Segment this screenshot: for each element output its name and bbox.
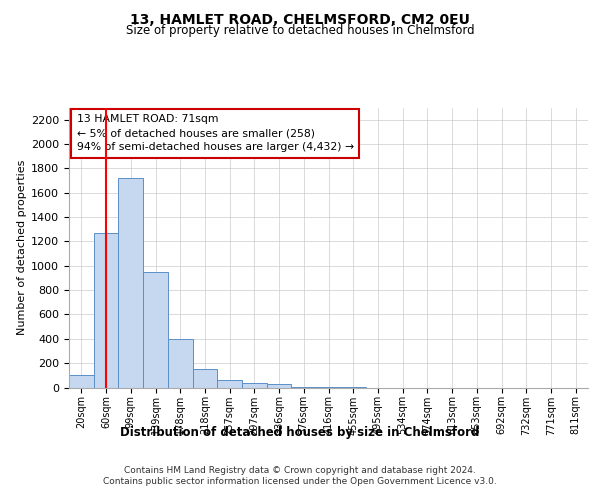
- Text: Size of property relative to detached houses in Chelmsford: Size of property relative to detached ho…: [125, 24, 475, 37]
- Bar: [292, 387, 316, 388]
- Bar: [69, 376, 94, 388]
- Bar: [267, 384, 292, 388]
- Text: Distribution of detached houses by size in Chelmsford: Distribution of detached houses by size …: [121, 426, 479, 439]
- Y-axis label: Number of detached properties: Number of detached properties: [17, 160, 27, 335]
- Bar: [168, 339, 193, 388]
- Text: Contains HM Land Registry data © Crown copyright and database right 2024.: Contains HM Land Registry data © Crown c…: [124, 466, 476, 475]
- Bar: [193, 369, 217, 388]
- Bar: [118, 178, 143, 388]
- Text: 13 HAMLET ROAD: 71sqm
← 5% of detached houses are smaller (258)
94% of semi-deta: 13 HAMLET ROAD: 71sqm ← 5% of detached h…: [77, 114, 354, 152]
- Text: 13, HAMLET ROAD, CHELMSFORD, CM2 0EU: 13, HAMLET ROAD, CHELMSFORD, CM2 0EU: [130, 12, 470, 26]
- Bar: [94, 233, 118, 388]
- Bar: [143, 272, 168, 388]
- Bar: [217, 380, 242, 388]
- Text: Contains public sector information licensed under the Open Government Licence v3: Contains public sector information licen…: [103, 477, 497, 486]
- Bar: [242, 383, 267, 388]
